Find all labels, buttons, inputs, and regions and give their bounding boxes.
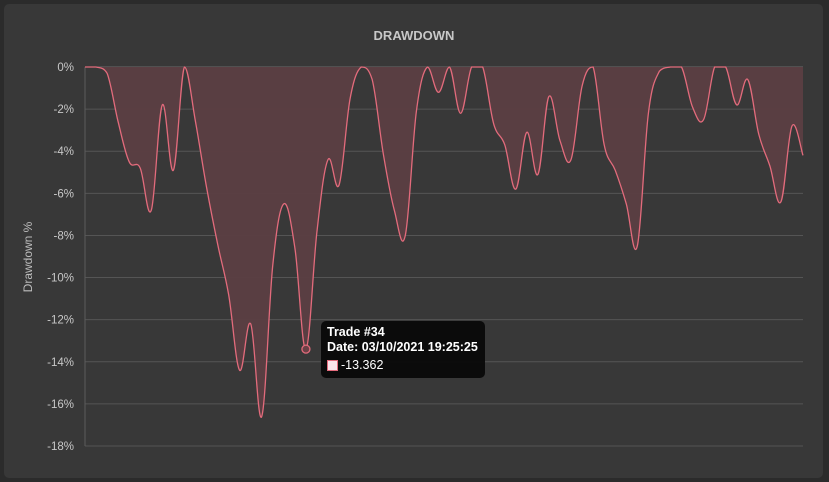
data-point[interactable] [270,262,276,268]
drawdown-area [85,67,803,418]
tooltip-date: Date: 03/10/2021 19:25:25 [327,340,478,354]
chart-title: DRAWDOWN [374,28,455,43]
drawdown-line [85,66,804,418]
data-point[interactable] [535,171,541,177]
data-point[interactable] [380,150,386,156]
data-point[interactable] [645,110,651,116]
data-point[interactable] [104,70,110,76]
data-point[interactable] [480,64,486,70]
data-point[interactable] [524,129,530,135]
y-tick-label: 0% [57,62,74,74]
data-point[interactable] [126,159,132,165]
grid [84,66,803,447]
data-point[interactable] [590,64,596,70]
data-point[interactable] [237,367,243,373]
data-point[interactable] [82,64,88,70]
data-point[interactable] [93,64,99,70]
data-point[interactable] [458,110,464,116]
data-point[interactable] [314,228,320,234]
tooltip-value: -13.362 [341,358,384,372]
y-tick-label: -12% [47,315,74,327]
data-point[interactable] [778,199,784,205]
data-point[interactable] [281,201,287,207]
data-point[interactable] [623,201,629,207]
data-point[interactable] [557,138,563,144]
data-point[interactable] [358,64,364,70]
hover-marker [301,344,311,354]
data-point[interactable] [712,64,718,70]
series-drawdown [82,64,806,420]
data-point[interactable] [148,207,154,213]
data-point[interactable] [734,102,740,108]
y-tick-label: -16% [47,399,74,411]
y-tick-label: -4% [54,146,74,158]
data-point[interactable] [204,184,210,190]
data-point[interactable] [159,102,165,108]
data-point[interactable] [391,207,397,213]
tooltip-title: Trade #34 [327,325,385,339]
data-point[interactable] [292,245,298,251]
tooltip-value-row: -13.362 [327,358,478,373]
data-point[interactable] [513,186,519,192]
data-point[interactable] [612,167,618,173]
data-point[interactable] [248,321,254,327]
data-point[interactable] [634,243,640,249]
data-point[interactable] [756,131,762,137]
data-point[interactable] [656,68,662,74]
data-point[interactable] [115,119,121,125]
y-tick-label: -6% [54,188,74,200]
tooltip-color-swatch [327,360,338,371]
data-point[interactable] [767,163,773,169]
y-tick-label: -10% [47,273,74,285]
data-point[interactable] [369,77,375,83]
data-point[interactable] [325,157,331,163]
data-point[interactable] [502,142,508,148]
data-point[interactable] [546,93,552,99]
data-point[interactable] [424,64,430,70]
data-point[interactable] [435,89,441,95]
data-point[interactable] [701,117,707,123]
data-point[interactable] [469,64,475,70]
data-point[interactable] [745,77,751,83]
y-tick-label: -14% [47,357,74,369]
data-point[interactable] [678,64,684,70]
data-point[interactable] [215,241,221,247]
data-point[interactable] [413,108,419,114]
data-point[interactable] [447,64,453,70]
data-point[interactable] [336,182,342,188]
data-point[interactable] [568,157,574,163]
data-point[interactable] [579,83,585,89]
data-point[interactable] [226,291,232,297]
data-point[interactable] [789,123,795,129]
y-tick-label: -18% [47,441,74,453]
y-axis-label: Drawdown % [21,221,35,292]
data-point[interactable] [170,167,176,173]
data-point[interactable] [347,96,353,102]
y-axis-ticks: 0% -2% -4% -6% -8% -10% -12% -14% -16% -18% [47,62,74,453]
chart-tooltip: Trade #34 Date: 03/10/2021 19:25:25 -13.… [321,321,485,378]
data-point[interactable] [491,121,497,127]
data-point[interactable] [259,414,265,420]
data-point[interactable] [667,64,673,70]
data-point[interactable] [192,119,198,125]
y-tick-label: -2% [54,104,74,116]
data-point[interactable] [800,152,806,158]
data-point[interactable] [723,64,729,70]
data-point[interactable] [137,165,143,171]
hovered-point[interactable] [301,344,311,354]
data-point[interactable] [601,142,607,148]
data-point[interactable] [402,232,408,238]
data-point[interactable] [690,104,696,110]
data-point[interactable] [181,64,187,70]
y-tick-label: -8% [54,230,74,242]
